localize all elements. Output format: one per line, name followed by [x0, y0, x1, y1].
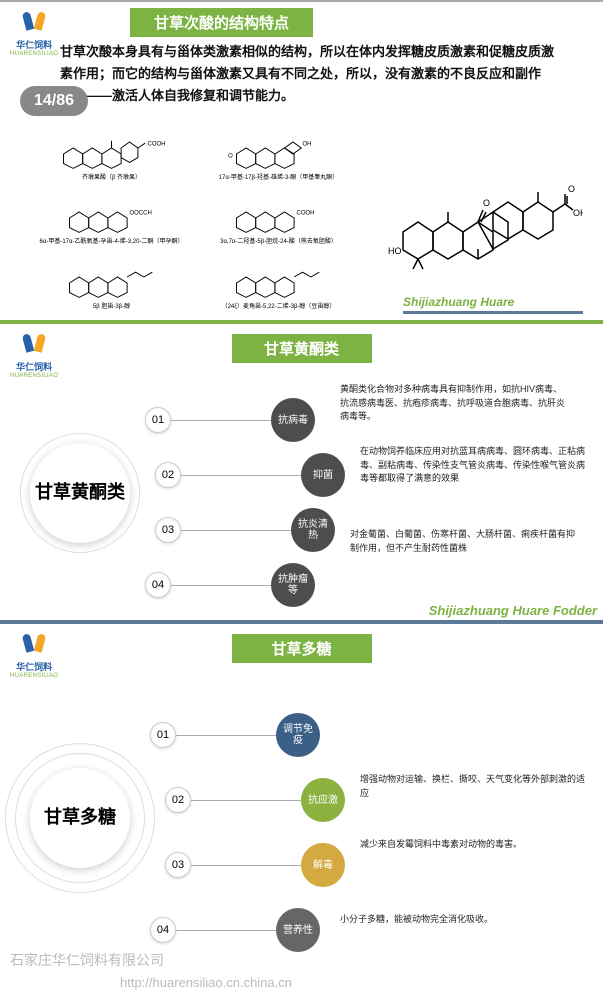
logo-icon — [21, 332, 47, 358]
svg-text:COOH: COOH — [297, 211, 315, 217]
svg-text:HO: HO — [388, 246, 402, 256]
logo-sub: HUARENSILIAO — [10, 51, 58, 57]
svg-text:O: O — [228, 153, 233, 159]
spoke-2: 02 抑菌 — [155, 453, 345, 497]
chem-cell: OOCCH 6α-甲基-17α-乙酰氧基-孕甾-4-烯-3,20-二酮（甲孕酮） — [30, 187, 193, 248]
spoke-num: 03 — [165, 852, 191, 878]
logo-icon — [21, 10, 47, 36]
logo: 华仁饲料 HUARENSILIAO — [10, 332, 58, 379]
spoke-num: 02 — [155, 462, 181, 488]
chem-struct-icon: OOCCH — [30, 188, 193, 236]
desc-3: 对金葡菌、白葡菌、伤寒杆菌、大肠杆菌、痢疾杆菌有抑制作用，但不产生耐药性菌株 — [350, 528, 580, 555]
slide3-title: 甘草多糖 — [232, 634, 372, 663]
watermark-company: 石家庄华仁饲料有限公司 — [10, 950, 164, 970]
spoke-num: 04 — [150, 917, 176, 943]
spoke-num: 03 — [155, 517, 181, 543]
slide-2: 华仁饲料 HUARENSILIAO 甘草黄酮类 甘草黄酮类 01 抗病毒 黄酮类… — [0, 320, 603, 620]
spoke-line — [191, 865, 301, 866]
chem-cell: （24ξ）麦角甾-5,22-二烯-3β-醇（豆甾醇） — [197, 251, 360, 312]
spoke-num: 01 — [145, 407, 171, 433]
spoke-line — [171, 585, 271, 586]
chem-caption: 3α,7α-二羟基-5β-胆烷-24-酸（熊去氧胆酸） — [220, 236, 337, 245]
watermark-url: http://huarensiliao.cn.china.cn — [120, 975, 292, 990]
desc-2: 增强动物对运输、换栏、撕咬、天气变化等外部刺激的适应 — [360, 773, 590, 800]
spoke-line — [176, 735, 276, 736]
slide2-title: 甘草黄酮类 — [232, 334, 372, 363]
spoke-num: 01 — [150, 722, 176, 748]
chem-struct-icon — [197, 253, 360, 301]
diagram-area: 甘草多糖 01 调节免疫 02 抗应激 增强动物对运输、换栏、撕咬、天气变化等外… — [0, 673, 603, 953]
corner-label: Shijiazhuang Huare — [403, 295, 583, 314]
spoke-line — [176, 930, 276, 931]
desc-2: 在动物饲养临床应用对抗蓝耳病病毒、圆环病毒、正粘病毒、副粘病毒、传染性支气管炎病… — [360, 445, 590, 486]
chem-caption: （24ξ）麦角甾-5,22-二烯-3β-醇（豆甾醇） — [222, 301, 336, 310]
chem-struct-icon — [30, 253, 193, 301]
logo-brand: 华仁饲料 — [16, 360, 52, 373]
spoke-num: 04 — [145, 572, 171, 598]
slide1-body: 甘草次酸本身具有与甾体类激素相似的结构，所以在体内发挥糖皮质激素和促糖皮质激素作… — [0, 37, 603, 107]
spoke-4: 04 抗肿瘤等 — [145, 563, 315, 607]
chem-cell: COOH 3α,7α-二羟基-5β-胆烷-24-酸（熊去氧胆酸） — [197, 187, 360, 248]
chem-caption: 5β 胆甾-3β-醇 — [93, 301, 130, 310]
slide-3: 华仁饲料 HUARENSILIAO 甘草多糖 甘草多糖 01 调节免疫 02 抗… — [0, 620, 603, 1000]
spoke-num: 02 — [165, 787, 191, 813]
chem-cell: COOH 齐墩果酸（β 齐墩果） — [30, 122, 193, 183]
chem-struct-icon: COOH — [197, 188, 360, 236]
center-label: 甘草黄酮类 — [30, 443, 130, 543]
spoke-bubble: 抑菌 — [301, 453, 345, 497]
spoke-3: 03 抗炎清热 — [155, 508, 335, 552]
desc-4: 小分子多糖，能被动物完全消化吸收。 — [340, 913, 570, 927]
spoke-line — [171, 420, 271, 421]
spoke-line — [191, 800, 301, 801]
desc-3: 减少来自发霉饲料中毒素对动物的毒害。 — [360, 838, 590, 852]
logo: 华仁饲料 HUARENSILIAO — [10, 632, 58, 679]
chem-struct-icon: O OH — [197, 124, 360, 172]
chem-cell: 5β 胆甾-3β-醇 — [30, 251, 193, 312]
diagram-area: 甘草黄酮类 01 抗病毒 黄酮类化合物对多种病毒具有抑制作用，如抗HIV病毒、抗… — [0, 373, 603, 613]
slide1-title: 甘草次酸的结构特点 — [130, 8, 313, 37]
spoke-bubble: 调节免疫 — [276, 713, 320, 757]
desc-1: 黄酮类化合物对多种病毒具有抑制作用，如抗HIV病毒、抗流感病毒医、抗疱疹病毒、抗… — [340, 383, 570, 424]
corner-label: Shijiazhuang Huare Fodder — [429, 603, 597, 618]
chem-caption: 6α-甲基-17α-乙酰氧基-孕甾-4-烯-3,20-二酮（甲孕酮） — [40, 236, 184, 245]
spoke-1: 01 抗病毒 — [145, 398, 315, 442]
logo: 华仁饲料 HUARENSILIAO — [10, 10, 58, 57]
page-badge: 14/86 — [20, 86, 88, 116]
svg-text:OH: OH — [573, 208, 583, 218]
logo-brand: 华仁饲料 — [16, 660, 52, 673]
chem-caption: 齐墩果酸（β 齐墩果） — [82, 172, 141, 181]
spoke-bubble: 解毒 — [301, 843, 345, 887]
svg-text:O: O — [483, 198, 490, 208]
center-label: 甘草多糖 — [30, 768, 130, 868]
svg-text:O: O — [568, 184, 575, 194]
logo-brand: 华仁饲料 — [16, 38, 52, 51]
spoke-1: 01 调节免疫 — [150, 713, 320, 757]
chem-caption: 17α-甲基-17β-羟基-雄烯-3-酮（甲基睾丸酮） — [219, 172, 339, 181]
svg-text:COOH: COOH — [148, 141, 166, 147]
chem-structures-grid: COOH 齐墩果酸（β 齐墩果） O OH 17α-甲基-17β-羟基-雄烯-3-… — [30, 122, 360, 312]
svg-text:OOCCH: OOCCH — [130, 211, 152, 217]
spoke-bubble: 抗肿瘤等 — [271, 563, 315, 607]
chem-cell: O OH 17α-甲基-17β-羟基-雄烯-3-酮（甲基睾丸酮） — [197, 122, 360, 183]
chem-struct-icon: COOH — [30, 124, 193, 172]
spoke-2: 02 抗应激 — [165, 778, 345, 822]
spoke-line — [181, 530, 291, 531]
spoke-4: 04 营养性 — [150, 908, 320, 952]
spoke-bubble: 抗病毒 — [271, 398, 315, 442]
spoke-bubble: 抗应激 — [301, 778, 345, 822]
slide-1: 华仁饲料 HUARENSILIAO 甘草次酸的结构特点 甘草次酸本身具有与甾体类… — [0, 0, 603, 320]
svg-text:OH: OH — [303, 141, 312, 147]
spoke-line — [181, 475, 301, 476]
spoke-3: 03 解毒 — [165, 843, 345, 887]
spoke-bubble: 抗炎清热 — [291, 508, 335, 552]
glycyrrhetinic-acid-structure: HO O O OH — [383, 132, 583, 282]
logo-icon — [21, 632, 47, 658]
spoke-bubble: 营养性 — [276, 908, 320, 952]
